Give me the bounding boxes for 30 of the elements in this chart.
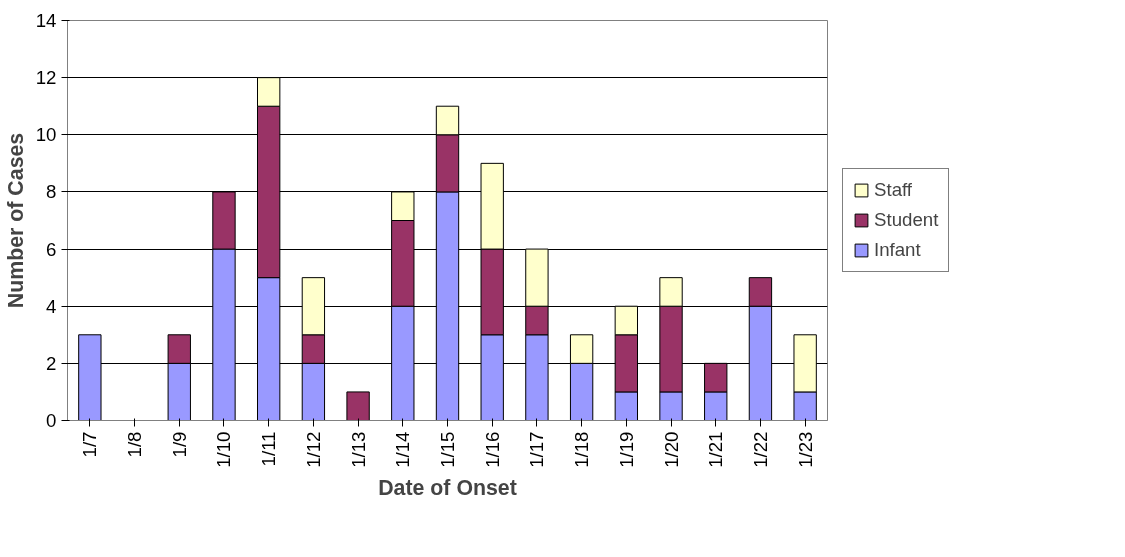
x-tick-label: 1/9 [168,431,190,458]
y-tick-label: 0 [46,410,57,431]
y-tick-label: 14 [35,10,57,31]
legend-label: Infant [874,239,921,261]
y-tick-label: 6 [46,238,57,260]
x-tick-label: 1/8 [124,431,146,458]
y-tick-label: 12 [35,67,57,89]
x-tick-label: 1/12 [302,431,324,468]
x-tick-label: 1/13 [347,431,369,468]
y-tick-label: 4 [46,295,57,317]
y-tick-label: 2 [46,352,57,374]
x-axis-title: Date of Onset [378,475,517,500]
y-axis-title: Number of Cases [3,132,28,309]
x-tick-label: 1/21 [705,431,727,468]
x-tick-label: 1/14 [392,431,414,468]
x-tick-label: 1/17 [526,431,548,468]
y-tick-label: 10 [35,124,57,146]
x-tick-label: 1/15 [437,431,458,468]
x-tick-label: 1/7 [79,431,101,458]
x-tick-label: 1/16 [481,431,503,468]
x-tick-label: 1/18 [571,431,593,468]
legend-label: Staff [874,179,913,201]
x-tick-label: 1/11 [258,431,280,467]
legend-label: Student [874,209,939,231]
x-tick-label: 1/20 [660,431,682,468]
y-tick-label: 8 [46,181,57,203]
x-tick-label: 1/19 [615,431,637,468]
x-tick-label: 1/10 [213,431,235,468]
x-tick-label: 1/22 [749,431,771,468]
x-tick-label: 1/23 [794,431,816,468]
